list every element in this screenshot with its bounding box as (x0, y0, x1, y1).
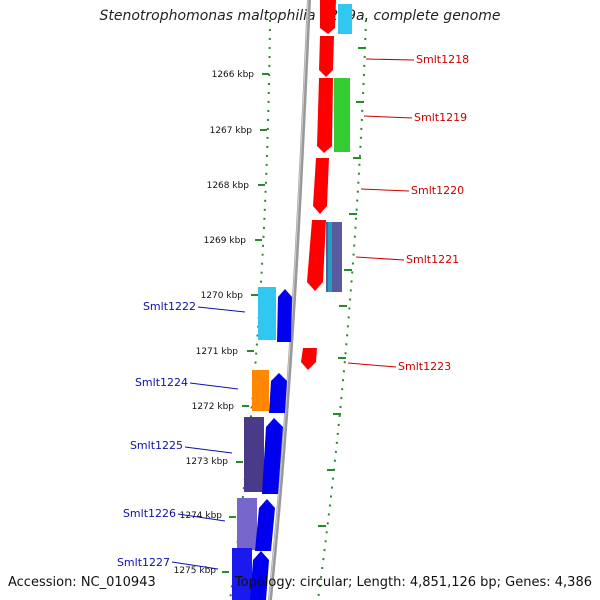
ruler-label: 1269 kbp (204, 236, 247, 246)
gene-arrow-forward[interactable] (320, 0, 336, 34)
ruler-label: 1275 kbp (174, 566, 217, 576)
gene-label[interactable]: Smlt1219 (414, 111, 467, 124)
ruler-label: 1266 kbp (212, 70, 255, 80)
genome-backbone-highlight (268, 0, 309, 600)
ruler-label: 1268 kbp (207, 181, 250, 191)
cog-block-cyan (258, 287, 276, 340)
ruler-ticks-left (222, 73, 269, 573)
gene-arrow-forward[interactable] (301, 348, 317, 370)
ruler-label: 1270 kbp (201, 291, 244, 301)
topology-text: Topology: circular; Length: 4,851,126 bp… (234, 575, 592, 590)
cog-block-green (334, 78, 350, 152)
ruler-label: 1274 kbp (180, 511, 223, 521)
genome-backbone (268, 0, 311, 600)
gene-label[interactable]: Smlt1222 (143, 300, 196, 313)
label-leaders-right (347, 58, 415, 368)
cog-block-cyan (338, 4, 352, 34)
gene-arrow-reverse[interactable] (255, 499, 275, 551)
accession-text: Accession: NC_010943 (8, 575, 156, 590)
gene-arrow-forward[interactable] (319, 36, 334, 77)
genome-title: Stenotrophomonas maltophilia K279a, comp… (99, 8, 501, 24)
forward-strand-genes (301, 0, 336, 370)
cog-blocks-forward (326, 4, 352, 292)
gene-label[interactable]: Smlt1227 (117, 556, 170, 569)
ruler-label: 1271 kbp (196, 347, 239, 357)
gene-label[interactable]: Smlt1225 (130, 439, 183, 452)
cog-block-lavender (237, 498, 257, 550)
gene-label[interactable]: Smlt1223 (398, 360, 451, 373)
gene-arrow-reverse[interactable] (277, 289, 292, 342)
ruler-ticks-right (318, 47, 366, 527)
gene-label[interactable]: Smlt1218 (416, 53, 469, 66)
gene-label[interactable]: Smlt1224 (135, 376, 188, 389)
cog-block-purple (244, 417, 264, 492)
gene-arrow-forward[interactable] (313, 158, 329, 214)
gene-label[interactable]: Smlt1220 (411, 184, 464, 197)
gene-arrow-reverse[interactable] (262, 418, 283, 494)
ruler-label: 1267 kbp (210, 126, 253, 136)
gene-arrow-forward[interactable] (307, 220, 326, 291)
reverse-strand-genes (232, 287, 292, 600)
gene-arrow-forward[interactable] (317, 78, 333, 153)
label-leaders-left (171, 306, 246, 570)
cog-block-teal-stripe (328, 222, 332, 292)
ruler-label: 1273 kbp (186, 457, 229, 467)
ruler-label: 1272 kbp (192, 402, 235, 412)
cog-block-blue (232, 548, 252, 600)
gene-arrow-reverse[interactable] (269, 373, 287, 413)
cog-block-orange (252, 370, 269, 411)
gene-label[interactable]: Smlt1221 (406, 253, 459, 266)
gene-label[interactable]: Smlt1226 (123, 507, 176, 520)
gene-arrow-reverse[interactable] (250, 551, 269, 600)
